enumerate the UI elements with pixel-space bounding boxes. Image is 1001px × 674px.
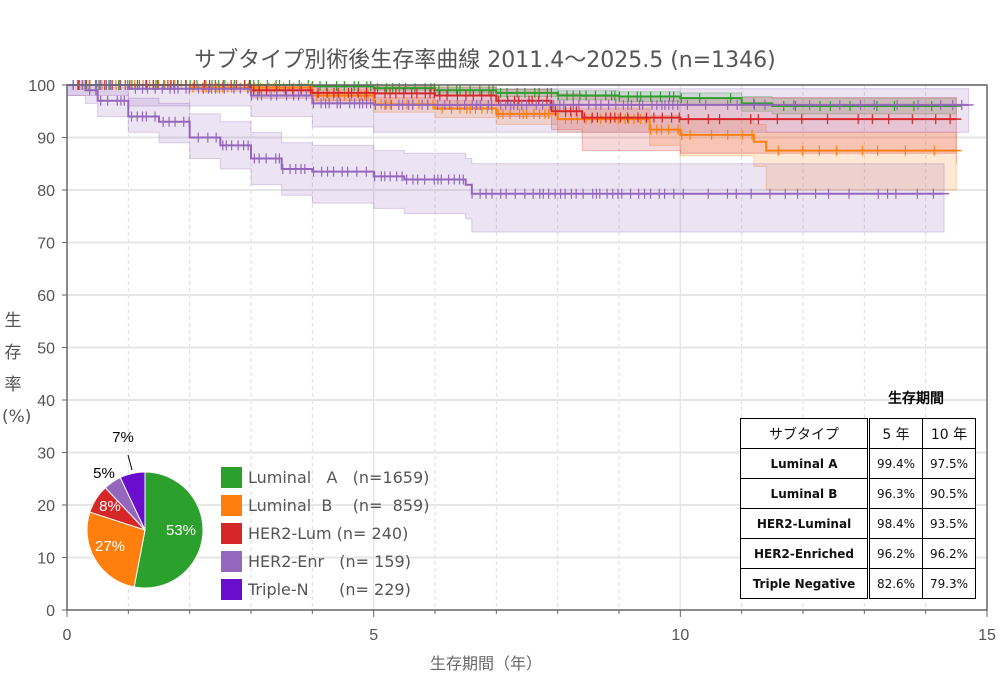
x-axis-label: 生存期間（年）	[430, 654, 543, 673]
axes: 0 10 20 30 40 50 60 70 80 90 100 0 5 10 15	[28, 78, 996, 644]
row-label: HER2-Luminal	[740, 508, 870, 539]
cell: 99.4%	[868, 448, 923, 479]
row-label: Luminal A	[740, 448, 870, 479]
y-label-char: 存	[4, 343, 22, 363]
legend-label: Luminal B (n= 859)	[248, 495, 430, 515]
survival-line	[67, 84, 969, 106]
row-label: Luminal B	[740, 478, 870, 509]
legend-label: HER2-Enr (n= 159)	[248, 551, 411, 571]
table-title: 生存期間	[888, 391, 944, 407]
legend-label: Luminal A (n=1659)	[248, 467, 430, 487]
legend-label: Triple-N (n= 229)	[248, 579, 411, 599]
x-tick-label: 0	[63, 627, 72, 644]
table-row: HER2-Enriched 96.2% 96.2%	[740, 538, 976, 569]
cell: 82.6%	[868, 568, 923, 599]
row-label: Triple Negative	[740, 568, 870, 599]
pie-slice	[133, 471, 204, 589]
x-tick-label: 15	[978, 627, 996, 644]
y-label-char: 率	[4, 375, 22, 395]
header-cell: 5 年	[868, 418, 923, 449]
y-tick-label: 80	[37, 183, 55, 200]
cell: 97.5%	[922, 448, 976, 479]
x-tick-label: 5	[369, 627, 378, 644]
y-tick-label: 50	[37, 341, 55, 358]
legend-item: HER2-Lum (n= 240)	[221, 519, 429, 547]
table-header-row: サブタイプ 5 年 10 年	[740, 418, 976, 449]
table-row: HER2-Luminal 98.4% 93.5%	[740, 508, 976, 539]
legend-swatch	[221, 550, 242, 572]
y-label-char: (%)	[2, 407, 32, 427]
table-row: Luminal A 99.4% 97.5%	[740, 448, 976, 479]
y-tick-label: 0	[46, 603, 55, 620]
legend-swatch	[221, 578, 242, 600]
y-tick-label: 40	[37, 393, 55, 410]
legend-swatch	[221, 494, 242, 516]
pie-data-label: 7%	[112, 429, 134, 446]
legend-item: Triple-N (n= 229)	[221, 575, 429, 603]
y-tick-label: 30	[37, 446, 55, 463]
row-label: HER2-Enriched	[740, 538, 870, 569]
cell: 79.3%	[922, 568, 976, 599]
legend-item: Luminal B (n= 859)	[221, 491, 429, 519]
pie-chart: 53% 27% 8% 5% 7%	[86, 429, 204, 589]
table-row: Luminal B 96.3% 90.5%	[740, 478, 976, 509]
chart-title: サブタイプ別術後生存率曲線 2011.4〜2025.5 (n=1346)	[194, 48, 776, 73]
y-axis-label: 生 存 率 (%)	[2, 305, 32, 433]
pie-data-label: 5%	[93, 465, 115, 482]
ci-band	[66, 84, 945, 233]
cell: 98.4%	[868, 508, 923, 539]
cell: 96.3%	[868, 478, 923, 509]
y-tick-label: 60	[37, 288, 55, 305]
legend-swatch	[221, 522, 242, 544]
pie-data-label: 27%	[95, 538, 125, 555]
pie-slice	[119, 471, 146, 531]
y-tick-label: 70	[37, 236, 55, 253]
survival-line	[67, 84, 945, 195]
cell: 96.2%	[868, 538, 923, 569]
y-tick-label: 10	[37, 551, 55, 568]
header-cell: サブタイプ	[740, 418, 870, 449]
legend-item: HER2-Enr (n= 159)	[221, 547, 429, 575]
pie-data-label: 53%	[166, 522, 196, 539]
ci-band	[67, 84, 957, 191]
y-tick-label: 20	[37, 498, 55, 515]
cell: 93.5%	[922, 508, 976, 539]
legend-item: Luminal A (n=1659)	[221, 463, 429, 491]
cell: 96.2%	[922, 538, 976, 569]
legend-label: HER2-Lum (n= 240)	[248, 523, 409, 543]
y-tick-label: 100	[28, 78, 55, 95]
x-tick-label: 10	[671, 627, 689, 644]
ci-band	[67, 84, 957, 115]
legend-swatch	[221, 466, 242, 488]
y-tick-label: 90	[37, 131, 55, 148]
pie-slice	[86, 511, 146, 588]
y-label-char: 生	[4, 311, 22, 331]
table-row: Triple Negative 82.6% 79.3%	[740, 568, 976, 599]
survival-table: サブタイプ 5 年 10 年 Luminal A 99.4% 97.5% Lumin…	[740, 418, 976, 599]
header-cell: 10 年	[922, 418, 976, 449]
pie-leader-line	[127, 454, 133, 471]
cell: 90.5%	[922, 478, 976, 509]
pie-data-label: 8%	[99, 498, 121, 515]
pie-legend: Luminal A (n=1659) Luminal B (n= 859) HE…	[221, 463, 429, 603]
